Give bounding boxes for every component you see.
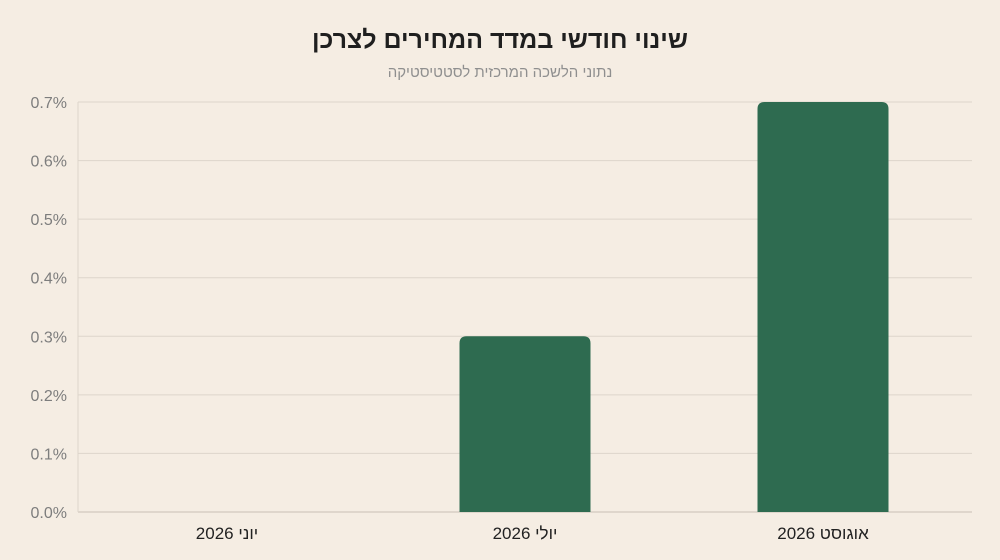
y-tick-label: 0.4% bbox=[31, 271, 67, 288]
y-tick-label: 0.2% bbox=[31, 388, 67, 405]
y-tick-label: 0.7% bbox=[31, 95, 67, 112]
bar bbox=[757, 102, 889, 512]
y-tick-label: 0.0% bbox=[31, 505, 67, 522]
y-tick-label: 0.6% bbox=[31, 154, 67, 171]
y-tick-label: 0.3% bbox=[31, 329, 67, 346]
x-category-label: יולי 2026 bbox=[493, 524, 558, 543]
y-tick-label: 0.1% bbox=[31, 446, 67, 463]
bar bbox=[459, 336, 591, 512]
y-tick-label: 0.5% bbox=[31, 212, 67, 229]
chart-subtitle: נתוני הלשכה המרכזית לסטטיסטיקה bbox=[387, 64, 613, 81]
x-category-label: יוני 2026 bbox=[196, 524, 258, 543]
chart-title: שינוי חודשי במדד המחירים לצרכן bbox=[312, 26, 688, 54]
x-category-label: אוגוסט 2026 bbox=[777, 524, 869, 543]
